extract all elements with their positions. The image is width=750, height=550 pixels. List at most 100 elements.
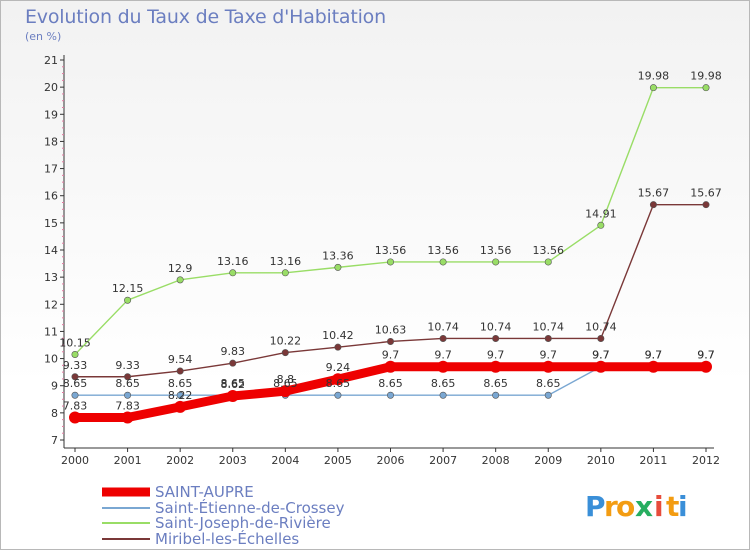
x-tick-label: 2011 — [639, 454, 667, 467]
data-label: 7.83 — [115, 399, 140, 412]
point-series-1 — [334, 391, 342, 399]
point-series-3 — [229, 359, 237, 367]
point-series-1 — [124, 391, 132, 399]
data-label: 8.62 — [221, 378, 246, 391]
data-label: 9.7 — [697, 349, 715, 362]
point-series-3 — [649, 201, 657, 209]
data-label: 10.15 — [59, 337, 91, 350]
y-tick-label: 10 — [44, 353, 58, 366]
point-series-2 — [386, 258, 394, 266]
y-tick-label: 19 — [44, 108, 58, 121]
point-series-3 — [176, 367, 184, 375]
y-tick-label: 11 — [44, 325, 58, 338]
data-label: 10.74 — [480, 320, 512, 333]
x-tick-label: 2008 — [482, 454, 510, 467]
data-label: 9.7 — [645, 349, 663, 362]
data-label: 13.56 — [480, 244, 512, 257]
data-label: 8.8 — [277, 373, 295, 386]
data-label: 9.83 — [221, 345, 246, 358]
logo-letter: t — [666, 490, 679, 523]
point-series-3 — [71, 373, 79, 381]
y-tick-label: 9 — [51, 380, 58, 393]
data-labels: 7.83 7.83 8.22 8.62 8.8 9.24 9.7 9.7 9.7 9.7 9.7 9.… — [59, 70, 722, 413]
point-series-1 — [492, 391, 500, 399]
point-saint-aupre — [121, 411, 134, 424]
logo-letter: o — [616, 490, 635, 523]
data-label: 9.7 — [540, 349, 558, 362]
data-label: 8.65 — [221, 377, 246, 390]
y-tick-label: 18 — [44, 135, 58, 148]
data-label: 9.7 — [592, 349, 610, 362]
point-saint-aupre — [69, 411, 81, 424]
data-label: 9.7 — [697, 349, 715, 362]
point-series-3 — [439, 334, 447, 342]
data-label: 13.16 — [270, 255, 302, 268]
proxiti-logo: Pro x i ti — [585, 490, 688, 523]
y-tick-label: 12 — [44, 298, 58, 311]
y-tick-label: 14 — [44, 244, 58, 257]
data-label: 13.16 — [217, 255, 249, 268]
point-saint-aupre — [700, 360, 712, 373]
y-tick-label: 16 — [44, 190, 58, 203]
data-label: 8.65 — [536, 377, 561, 390]
point-saint-aupre — [647, 360, 660, 373]
data-label: 8.65 — [168, 377, 193, 390]
point-series-2 — [597, 221, 605, 229]
point-series-1 — [71, 391, 79, 399]
point-series-3 — [124, 373, 132, 381]
data-label: 8.65 — [326, 377, 351, 390]
point-series-3 — [702, 201, 710, 209]
data-label: 9.24 — [326, 361, 351, 374]
point-series-2 — [702, 84, 710, 92]
x-tick-label: 2003 — [219, 454, 247, 467]
point-series-2 — [492, 258, 500, 266]
chart-title: Evolution du Taux de Taxe d'Habitation — [25, 6, 386, 28]
point-series-2 — [281, 269, 289, 277]
y-tick-label: 20 — [44, 81, 58, 94]
data-label: 12.9 — [168, 262, 193, 275]
data-label: 19.98 — [638, 70, 670, 83]
logo-letter: P — [585, 490, 606, 523]
point-series-2 — [439, 258, 447, 266]
data-label: 8.22 — [168, 389, 193, 402]
data-label: 10.74 — [533, 320, 565, 333]
chart-subtitle: (en %) — [25, 30, 62, 43]
data-label: 9.33 — [115, 359, 140, 372]
data-label: 9.7 — [434, 349, 452, 362]
point-saint-aupre — [174, 400, 187, 413]
y-tick-label: 13 — [44, 271, 58, 284]
point-saint-aupre — [226, 390, 239, 403]
point-saint-aupre — [437, 360, 450, 373]
data-label: 8.65 — [483, 377, 508, 390]
data-label: 9.7 — [487, 349, 505, 362]
series-line-2 — [74, 86, 706, 355]
data-label: 13.56 — [375, 244, 407, 257]
point-series-3 — [334, 343, 342, 351]
data-label: 14.91 — [585, 207, 617, 220]
point-saint-aupre — [384, 360, 397, 373]
data-label: 13.56 — [533, 244, 565, 257]
point-series-2 — [229, 269, 237, 277]
data-label: 10.22 — [270, 335, 302, 348]
point-series-2 — [544, 258, 552, 266]
point-series-1 — [544, 391, 552, 399]
x-tick-label: 2002 — [166, 454, 194, 467]
logo-letter: i — [654, 490, 664, 523]
point-series-2 — [334, 263, 342, 271]
x-tick-label: 2012 — [692, 454, 720, 467]
point-series-2 — [649, 84, 657, 92]
point-series-3 — [281, 349, 289, 357]
series-layer — [69, 84, 712, 424]
x-tick-label: 2005 — [324, 454, 352, 467]
x-tick-label: 2000 — [61, 454, 89, 467]
data-label: 10.63 — [375, 323, 407, 336]
point-saint-aupre — [331, 373, 344, 386]
axes: 7 8 9 10 11 12 13 14 15 16 17 18 19 20 21 2000 2001 2002 2… — [44, 54, 720, 467]
data-label: 19.98 — [690, 70, 722, 83]
data-label: 7.83 — [63, 399, 88, 412]
point-series-1 — [439, 391, 447, 399]
data-label: 13.56 — [427, 244, 459, 257]
data-label: 12.15 — [112, 282, 144, 295]
point-saint-aupre — [489, 360, 502, 373]
